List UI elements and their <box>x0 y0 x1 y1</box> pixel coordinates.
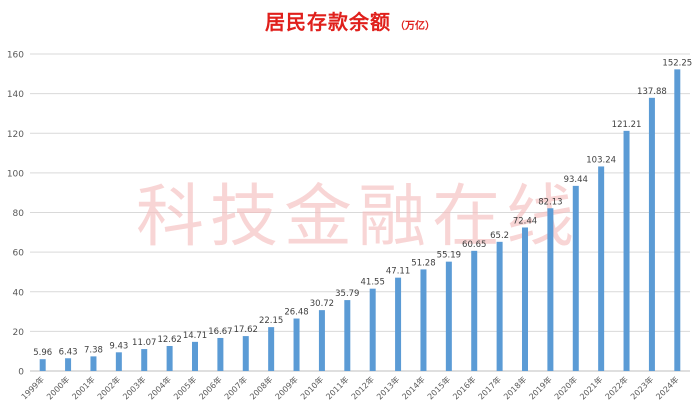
data-label: 6.43 <box>59 347 78 357</box>
x-tick-label: 2012年 <box>349 374 376 401</box>
data-label: 12.62 <box>157 335 181 345</box>
data-label: 30.72 <box>310 299 334 309</box>
data-label: 26.48 <box>284 308 308 318</box>
bar <box>395 277 402 371</box>
x-tick-label: 2000年 <box>44 374 71 401</box>
x-tick-label: 2010年 <box>298 374 325 401</box>
x-tick-label: 2024年 <box>654 374 681 401</box>
x-tick-label: 2011年 <box>324 374 351 401</box>
bar <box>115 352 122 371</box>
bar <box>318 310 325 371</box>
bar <box>420 269 427 371</box>
data-label: 47.11 <box>386 267 410 277</box>
y-tick-label: 20 <box>13 328 25 338</box>
x-tick-label: 2016年 <box>451 374 478 401</box>
data-label: 22.15 <box>259 316 283 326</box>
y-tick-label: 100 <box>7 169 24 179</box>
x-tick-label: 2003年 <box>121 374 148 401</box>
bar <box>522 227 528 371</box>
bar <box>572 185 579 371</box>
bar <box>39 359 46 371</box>
data-label: 103.24 <box>586 155 616 165</box>
data-label: 152.25 <box>662 58 692 68</box>
data-label: 17.62 <box>234 325 258 335</box>
chart-title: 居民存款余额 <box>265 10 391 34</box>
x-tick-label: 2013年 <box>374 374 401 401</box>
bar <box>344 300 351 371</box>
x-tick-label: 2004年 <box>146 374 173 401</box>
x-tick-label: 2002年 <box>95 374 122 401</box>
bar <box>369 288 376 371</box>
data-label: 9.43 <box>109 341 128 351</box>
x-tick-label: 2022年 <box>603 374 630 401</box>
chart-title-block: 居民存款余额 （万亿） <box>0 6 700 35</box>
chart-unit: （万亿） <box>395 21 435 32</box>
bar <box>192 341 198 371</box>
x-tick-label: 2008年 <box>247 374 274 401</box>
data-label: 60.65 <box>462 240 486 250</box>
bar <box>217 337 224 371</box>
data-label: 93.44 <box>564 175 588 185</box>
bar <box>674 69 681 372</box>
data-label: 121.21 <box>612 120 642 130</box>
x-tick-label: 2006年 <box>197 374 224 401</box>
y-tick-label: 60 <box>13 249 25 259</box>
bar <box>471 250 478 371</box>
bar <box>65 358 72 371</box>
data-label: 41.55 <box>361 278 385 288</box>
x-tick-label: 2020年 <box>552 374 579 401</box>
bar <box>547 208 554 371</box>
bar <box>623 130 630 371</box>
data-label: 5.96 <box>33 348 52 358</box>
bar <box>268 327 275 371</box>
data-label: 65.2 <box>490 231 509 241</box>
x-tick-label: 2014年 <box>400 374 427 401</box>
x-tick-label: 2017年 <box>476 374 503 401</box>
y-tick-label: 0 <box>18 368 24 378</box>
y-tick-label: 160 <box>7 51 24 61</box>
y-tick-label: 140 <box>7 90 24 100</box>
y-tick-label: 40 <box>13 288 25 298</box>
x-tick-label: 1999年 <box>19 374 46 401</box>
x-tick-label: 2019年 <box>527 374 554 401</box>
data-label: 137.88 <box>637 87 667 97</box>
x-tick-label: 2018年 <box>501 374 528 401</box>
x-tick-label: 2007年 <box>222 374 249 401</box>
x-tick-label: 2023年 <box>628 374 655 401</box>
bar <box>598 166 605 371</box>
x-tick-label: 2021年 <box>577 374 604 401</box>
data-label: 72.44 <box>513 216 537 226</box>
data-label: 11.07 <box>132 338 156 348</box>
data-label: 82.13 <box>538 197 562 207</box>
bar <box>445 261 452 371</box>
data-label: 7.38 <box>84 345 103 355</box>
data-label: 14.71 <box>183 331 207 341</box>
bar <box>242 336 249 371</box>
x-tick-label: 2009年 <box>273 374 300 401</box>
x-tick-label: 2005年 <box>171 374 198 401</box>
bar <box>141 349 148 371</box>
x-tick-label: 2015年 <box>425 374 452 401</box>
bar <box>293 318 300 371</box>
y-tick-label: 120 <box>7 130 24 140</box>
x-tick-label: 2001年 <box>70 374 97 401</box>
bar <box>648 97 655 371</box>
data-label: 16.67 <box>208 327 232 337</box>
y-tick-label: 80 <box>13 209 25 219</box>
bar <box>90 356 97 371</box>
bar <box>496 241 503 371</box>
data-label: 35.79 <box>335 289 359 299</box>
bar <box>166 345 173 371</box>
data-label: 51.28 <box>411 258 435 268</box>
data-label: 55.19 <box>437 251 461 261</box>
